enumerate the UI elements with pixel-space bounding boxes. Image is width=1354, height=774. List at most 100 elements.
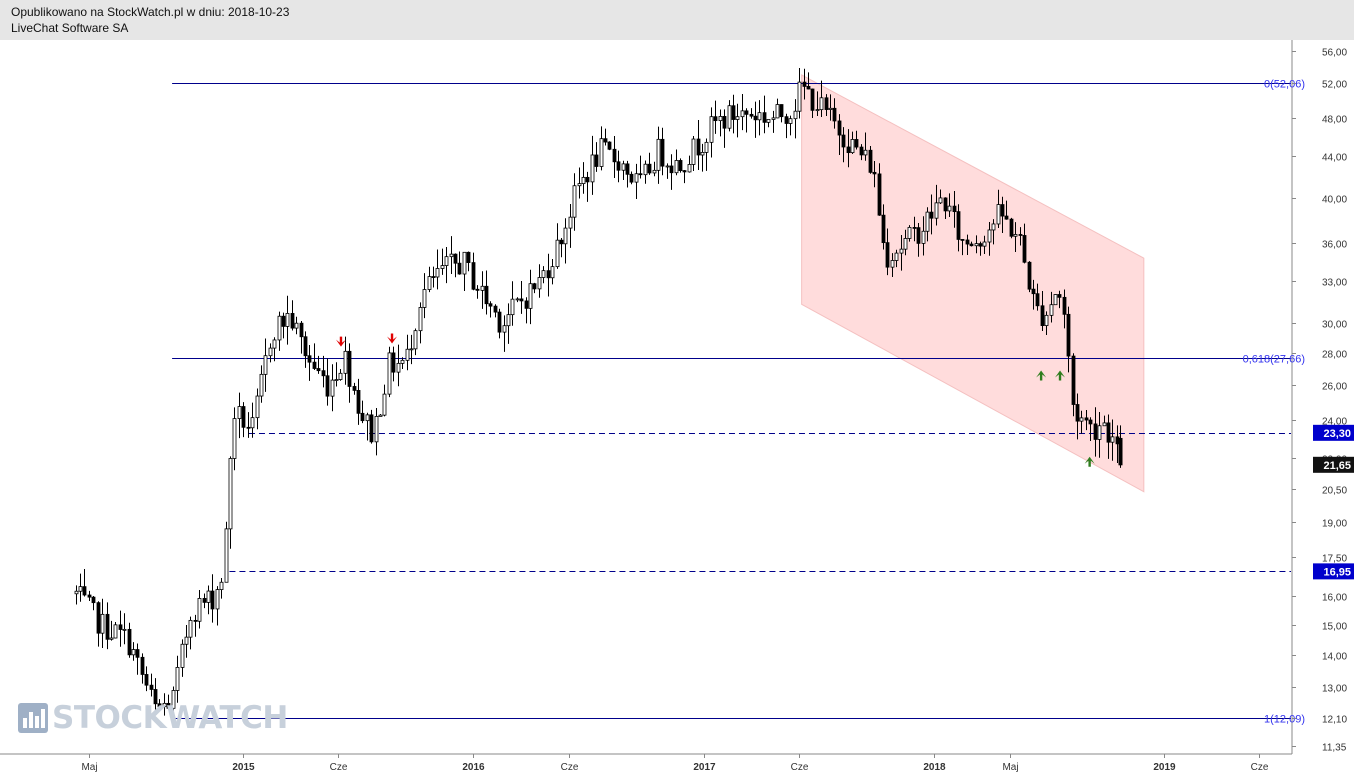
down-candle [969, 241, 974, 247]
candle-body [391, 352, 396, 373]
candle-body [453, 253, 458, 264]
time-tick-label: Cze [1251, 762, 1269, 773]
up-candle [232, 407, 237, 471]
time-tick-label: 2015 [232, 762, 255, 773]
down-candle [965, 234, 970, 256]
up-candle [338, 369, 343, 381]
down-candle [312, 343, 317, 370]
candle-body [418, 307, 423, 332]
up-candle [757, 100, 762, 136]
candle-body [1018, 234, 1023, 236]
candle-body [396, 362, 401, 373]
down-candle [585, 171, 590, 202]
down-candle [749, 108, 754, 119]
down-candle [952, 191, 957, 228]
candle-body [171, 690, 176, 709]
candle-body [846, 146, 851, 154]
down-candle [625, 160, 630, 188]
candle-body [674, 160, 679, 174]
up-candle [766, 119, 771, 128]
candle-body [387, 352, 392, 395]
down-candle [1062, 289, 1067, 329]
candle-body [965, 239, 970, 245]
candle-body [749, 113, 754, 117]
down-candle [307, 344, 312, 381]
up-candle [255, 388, 260, 430]
price-tick-label: 40,00 [1322, 195, 1347, 206]
up-candle [272, 337, 277, 362]
candle-body [877, 173, 882, 216]
candle-body [444, 256, 449, 266]
up-candle [449, 236, 454, 274]
time-tick-label: Cze [561, 762, 579, 773]
candle-body [541, 270, 546, 278]
down-candle [912, 216, 917, 242]
up-candle [991, 219, 996, 245]
candle-body [272, 339, 277, 349]
candle-body [704, 141, 709, 153]
candle-body [466, 251, 471, 263]
price-tick-label: 20,50 [1322, 486, 1347, 497]
candle-body [303, 336, 308, 357]
up-candle [374, 407, 379, 456]
up-candle [131, 642, 136, 661]
candle-body [907, 227, 912, 239]
up-candle [263, 338, 268, 392]
candle-body [175, 667, 180, 691]
down-candle [846, 129, 851, 168]
candle-body [555, 239, 560, 268]
candle-body [202, 598, 207, 603]
up-candle [541, 266, 546, 284]
buy-arrow-icon [1084, 456, 1095, 467]
level-badge-label: 16,95 [1323, 566, 1351, 578]
candle-body [899, 248, 904, 254]
time-tick-label: Cze [791, 762, 809, 773]
up-candle [365, 412, 370, 441]
candle-body [625, 163, 630, 175]
down-candle [1066, 306, 1071, 373]
candle-body [528, 283, 533, 309]
up-candle [599, 126, 604, 171]
candle-body [382, 393, 387, 416]
level-badge-label: 23,30 [1323, 428, 1351, 440]
up-candle [674, 149, 679, 176]
candle-body [978, 243, 983, 247]
down-candle [872, 160, 877, 188]
price-tick-label: 56,00 [1322, 48, 1347, 59]
down-candle [956, 204, 961, 252]
up-candle [563, 218, 568, 264]
up-candle [925, 207, 930, 242]
down-candle [453, 253, 458, 278]
down-candle [832, 98, 837, 129]
candle-body [96, 602, 101, 634]
down-candle [854, 130, 859, 150]
candle-body [519, 298, 524, 302]
down-candle [1075, 393, 1080, 440]
down-candle [471, 252, 476, 291]
down-candle [519, 281, 524, 314]
candle-body [727, 105, 732, 129]
down-candle [1118, 425, 1123, 468]
candle-body [700, 151, 705, 156]
candle-body [621, 163, 626, 171]
candle-body [784, 116, 789, 124]
down-candle [325, 358, 330, 406]
time-axis: Maj 2015 Cze 2016 Cze 2017 Cze 2018 Maj 2019 Cze [81, 754, 1269, 773]
down-candle [524, 297, 529, 324]
price-tick-label: 17,50 [1322, 554, 1347, 565]
down-candle [696, 119, 701, 171]
candle-body [255, 395, 260, 419]
candle-body [1062, 296, 1067, 315]
candle-body [859, 146, 864, 156]
down-candle [321, 355, 326, 388]
candle-body [457, 262, 462, 275]
candle-body [365, 414, 370, 422]
price-tick-label: 30,00 [1322, 320, 1347, 331]
down-candle [127, 622, 132, 658]
up-candle [444, 246, 449, 284]
candle-body [321, 370, 326, 377]
down-candle [488, 301, 493, 318]
level-badge [1313, 563, 1354, 580]
down-candle [744, 108, 749, 133]
candle-body [1097, 425, 1102, 440]
